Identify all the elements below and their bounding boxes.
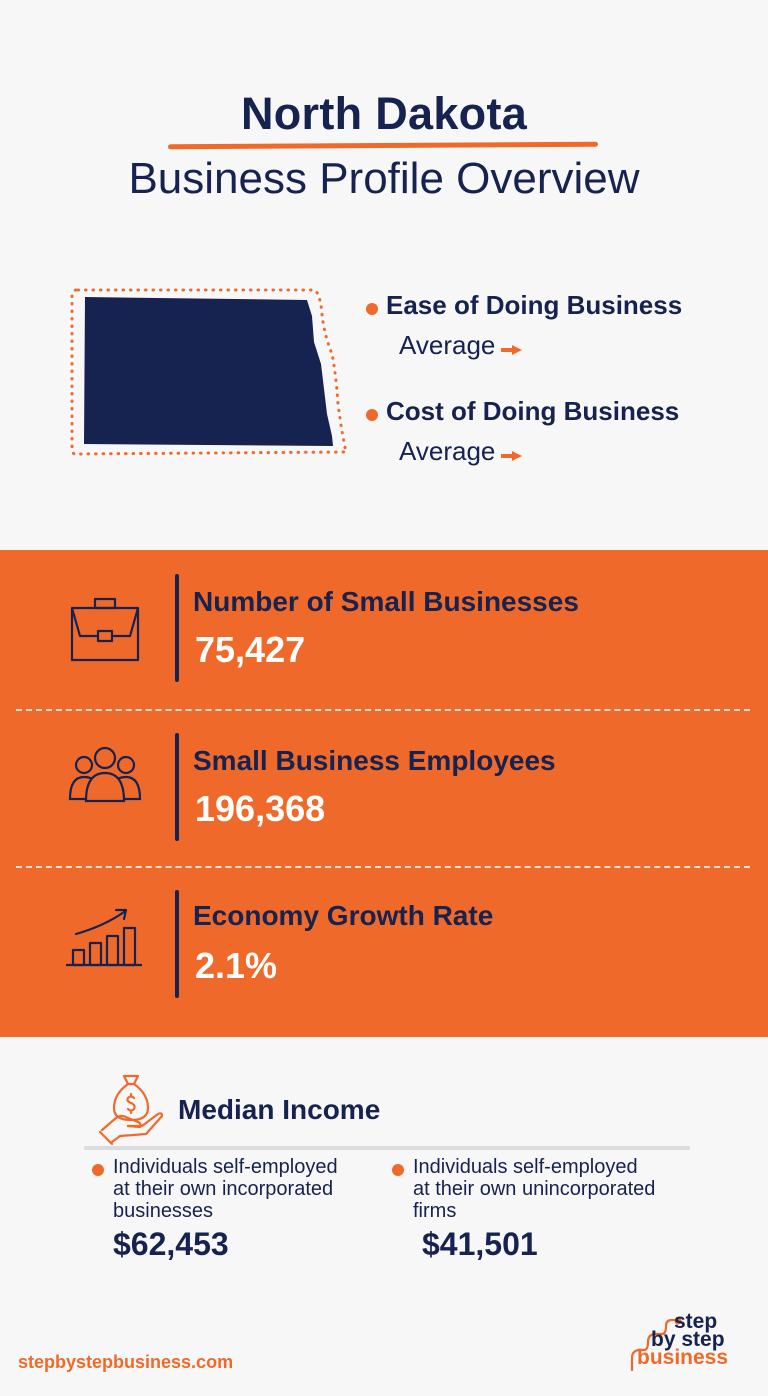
bullet-dot [366,409,378,421]
rating-value: Average [399,330,523,363]
logo-stairs-icon [630,1317,682,1372]
page-subtitle: Business Profile Overview [128,154,640,203]
dashed-divider [16,866,750,868]
stat-small-business-employees: Small Business Employees 196,368 [0,733,768,853]
desc-line: Individuals self-employed [413,1156,638,1178]
footer-website-link[interactable]: stepbystepbusiness.com [18,1352,234,1372]
dashed-divider [16,709,750,711]
logo-line-1: step [674,1310,718,1333]
bullet-dot [92,1164,104,1176]
stat-value: 75,427 [195,629,306,670]
logo-line-3: business [637,1346,729,1369]
rating-value-text: Average [399,330,496,360]
stat-label: Economy Growth Rate [193,900,494,931]
median-income-title: Median Income [178,1094,381,1125]
desc-line: firms [413,1200,457,1222]
bullet-dot [366,303,378,315]
stat-value: 196,368 [195,788,326,829]
page-title: North Dakota [240,88,528,139]
section-divider [84,1146,690,1150]
arrow-right-icon [500,438,523,469]
arrow-right-icon [500,332,523,363]
title-underline [167,141,599,150]
rating-label: Cost of Doing Business [386,396,680,426]
desc-line: businesses [113,1200,214,1222]
brand-logo: step by step business [624,1310,744,1372]
stat-label: Number of Small Businesses [193,586,579,617]
income-amount: $62,453 [113,1226,229,1262]
rating-label: Ease of Doing Business [386,290,683,320]
desc-line: at their own unincorporated [413,1178,656,1200]
desc-line: at their own incorporated [113,1178,334,1200]
stat-divider-bar [175,574,179,682]
income-description: Individuals self-employed at their own i… [113,1156,338,1222]
stat-value: 2.1% [195,945,278,986]
header: North Dakota Business Profile Overview [0,0,768,240]
income-amount: $41,501 [422,1226,538,1262]
rating-cost-of-doing-business: Cost of Doing Business Average [366,396,726,466]
rating-value: Average [399,436,523,469]
state-map [70,284,350,460]
bullet-dot [392,1164,404,1176]
income-incorporated: Individuals self-employed at their own i… [92,1156,382,1266]
people-group-icon [64,743,154,823]
money-bag-hand-icon [98,1070,164,1146]
north-dakota-map-icon [70,288,348,456]
stat-economy-growth-rate: Economy Growth Rate 2.1% [0,890,768,1010]
rating-value-text: Average [399,436,496,466]
stat-label: Small Business Employees [193,745,556,776]
growth-chart-icon [64,900,154,980]
stat-divider-bar [175,733,179,841]
stats-band: Number of Small Businesses 75,427 Small … [0,550,768,1037]
rating-ease-of-doing-business: Ease of Doing Business Average [366,290,726,360]
stat-number-of-small-businesses: Number of Small Businesses 75,427 [0,574,768,694]
income-unincorporated: Individuals self-employed at their own u… [392,1156,712,1266]
stat-divider-bar [175,890,179,998]
logo-line-2: by step [651,1328,725,1351]
income-description: Individuals self-employed at their own u… [413,1156,655,1222]
desc-line: Individuals self-employed [113,1156,338,1178]
briefcase-icon [64,586,154,666]
